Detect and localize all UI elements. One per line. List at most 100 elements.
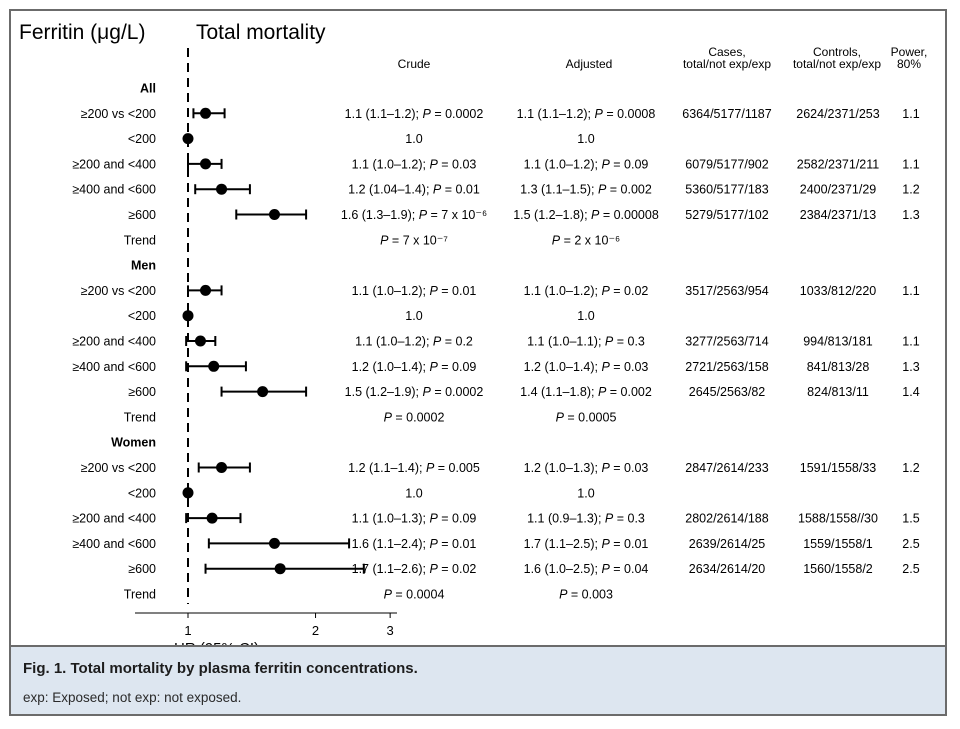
table-row: ≥200 and <400 1.1 (1.0–1.2); P = 0.03 1.1 …	[72, 157, 919, 171]
chart-title-mortality: Total mortality	[196, 21, 326, 44]
table-row: ≥200 vs <200 1.1 (1.1–1.2); P = 0.0002 1.1…	[81, 107, 920, 121]
crude-value: 1.1 (1.0–1.3); P = 0.09	[352, 512, 477, 526]
row-label: Trend	[124, 233, 156, 247]
effect-marks	[182, 107, 365, 575]
point-estimate	[200, 107, 212, 119]
row-label: ≥200 vs <200	[81, 461, 156, 475]
point-estimate	[274, 563, 286, 575]
crude-value: 1.2 (1.0–1.4); P = 0.09	[352, 360, 477, 374]
crude-value: P = 0.0002	[384, 410, 445, 424]
controls-value: 824/813/11	[807, 385, 869, 399]
cases-value: 2802/2614/188	[685, 512, 768, 526]
row-label: Trend	[124, 410, 156, 424]
controls-value: 1560/1558/2	[803, 562, 873, 576]
point-estimate	[208, 360, 220, 372]
adjusted-value: 1.2 (1.0–1.3); P = 0.03	[524, 461, 649, 475]
col-header-cases-2: total/not exp/exp	[683, 57, 771, 71]
table-row: Men	[131, 259, 156, 273]
adjusted-value: 1.3 (1.1–1.5); P = 0.002	[520, 183, 652, 197]
power-value: 1.2	[902, 183, 919, 197]
crude-value: P = 0.0004	[384, 588, 445, 602]
cases-value: 5279/5177/102	[685, 208, 768, 222]
table-row: <200 1.0 1.0	[128, 309, 595, 323]
point-estimate	[182, 487, 194, 499]
power-value: 1.1	[902, 284, 919, 298]
crude-value: 1.1 (1.0–1.2); P = 0.03	[352, 157, 477, 171]
adjusted-value: P = 0.0005	[556, 410, 617, 424]
controls-value: 1591/1558/33	[800, 461, 877, 475]
col-header-power-2: 80%	[897, 57, 921, 71]
row-label: Trend	[124, 588, 156, 602]
figure-frame	[9, 9, 947, 716]
power-value: 1.4	[902, 385, 919, 399]
power-value: 1.1	[902, 335, 919, 349]
figure-caption-note: exp: Exposed; not exp: not exposed.	[23, 690, 242, 705]
crude-value: 1.0	[405, 486, 422, 500]
controls-value: 2624/2371/253	[796, 107, 879, 121]
power-value: 2.5	[902, 537, 919, 551]
point-estimate	[216, 462, 228, 473]
table-row: ≥200 vs <200 1.1 (1.0–1.2); P = 0.01 1.1 (…	[81, 284, 920, 298]
adjusted-value: P = 0.003	[559, 588, 613, 602]
adjusted-value: 1.1 (1.0–1.1); P = 0.3	[527, 335, 645, 349]
table-row: All	[140, 82, 156, 96]
adjusted-value: 1.0	[577, 132, 594, 146]
table-rows: All ≥200 vs <200 1.1 (1.1–1.2); P = 0.0002…	[72, 82, 919, 602]
adjusted-value: 1.4 (1.1–1.8); P = 0.002	[520, 385, 652, 399]
table-row: ≥400 and <600 1.2 (1.0–1.4); P = 0.09 1.2 …	[72, 360, 919, 374]
cases-value: 2639/2614/25	[689, 537, 766, 551]
row-label: ≥200 and <400	[72, 335, 156, 349]
crude-value: 1.5 (1.2–1.9); P = 0.0002	[345, 385, 484, 399]
crude-value: 1.6 (1.1–2.4); P = 0.01	[352, 537, 477, 551]
crude-value: P = 7 x 10⁻⁷	[380, 233, 448, 247]
adjusted-value: 1.0	[577, 486, 594, 500]
adjusted-value: 1.1 (0.9–1.3); P = 0.3	[527, 512, 645, 526]
adjusted-value: P = 2 x 10⁻⁶	[552, 233, 620, 247]
controls-value: 841/813/28	[807, 360, 870, 374]
cases-value: 2634/2614/20	[689, 562, 766, 576]
row-label: <200	[128, 132, 156, 146]
effect-mark	[182, 133, 194, 145]
col-header-crude: Crude	[398, 57, 431, 71]
cases-value: 2645/2563/82	[689, 385, 766, 399]
row-label: ≥400 and <600	[72, 537, 156, 551]
table-row: Trend P = 0.0004 P = 0.003	[124, 588, 613, 602]
power-value: 1.3	[902, 208, 919, 222]
controls-value: 2400/2371/29	[800, 183, 877, 197]
row-label: ≥200 vs <200	[81, 284, 156, 298]
effect-mark	[194, 183, 251, 195]
effect-mark	[197, 462, 251, 473]
controls-value: 1588/1558//30	[798, 512, 878, 526]
group-label: Men	[131, 259, 156, 273]
row-label: ≥400 and <600	[72, 183, 156, 197]
cases-value: 2721/2563/158	[685, 360, 768, 374]
table-row: <200 1.0 1.0	[128, 132, 595, 146]
table-row: ≥200 and <400 1.1 (1.0–1.3); P = 0.09 1.1 …	[72, 512, 919, 526]
effect-mark	[185, 360, 247, 372]
crude-value: 1.0	[405, 309, 422, 323]
point-estimate	[182, 310, 194, 322]
point-estimate	[268, 537, 280, 549]
caption-box: Fig. 1. Total mortality by plasma ferrit…	[11, 645, 945, 714]
point-estimate	[182, 133, 194, 145]
point-estimate	[216, 183, 228, 195]
row-label: ≥600	[128, 385, 156, 399]
controls-value: 994/813/181	[803, 335, 873, 349]
row-label: ≥200 and <400	[72, 157, 156, 171]
table-row: ≥200 vs <200 1.2 (1.1–1.4); P = 0.005 1.2 …	[81, 461, 920, 475]
effect-mark	[185, 512, 242, 524]
header-group: Ferritin (μg/L) Total mortality Crude Ad…	[19, 21, 927, 71]
cases-value: 3277/2563/714	[685, 335, 768, 349]
table-row: ≥400 and <600 1.6 (1.1–2.4); P = 0.01 1.7 …	[72, 537, 919, 551]
point-estimate	[268, 209, 280, 220]
cases-value: 5360/5177/183	[685, 183, 768, 197]
row-label: ≥600	[128, 562, 156, 576]
adjusted-value: 1.5 (1.2–1.8); P = 0.00008	[513, 208, 659, 222]
row-label: ≥200 vs <200	[81, 107, 156, 121]
controls-value: 1559/1558/1	[803, 537, 873, 551]
effect-mark	[192, 107, 226, 119]
effect-mark	[187, 158, 223, 170]
effect-mark	[207, 537, 351, 549]
